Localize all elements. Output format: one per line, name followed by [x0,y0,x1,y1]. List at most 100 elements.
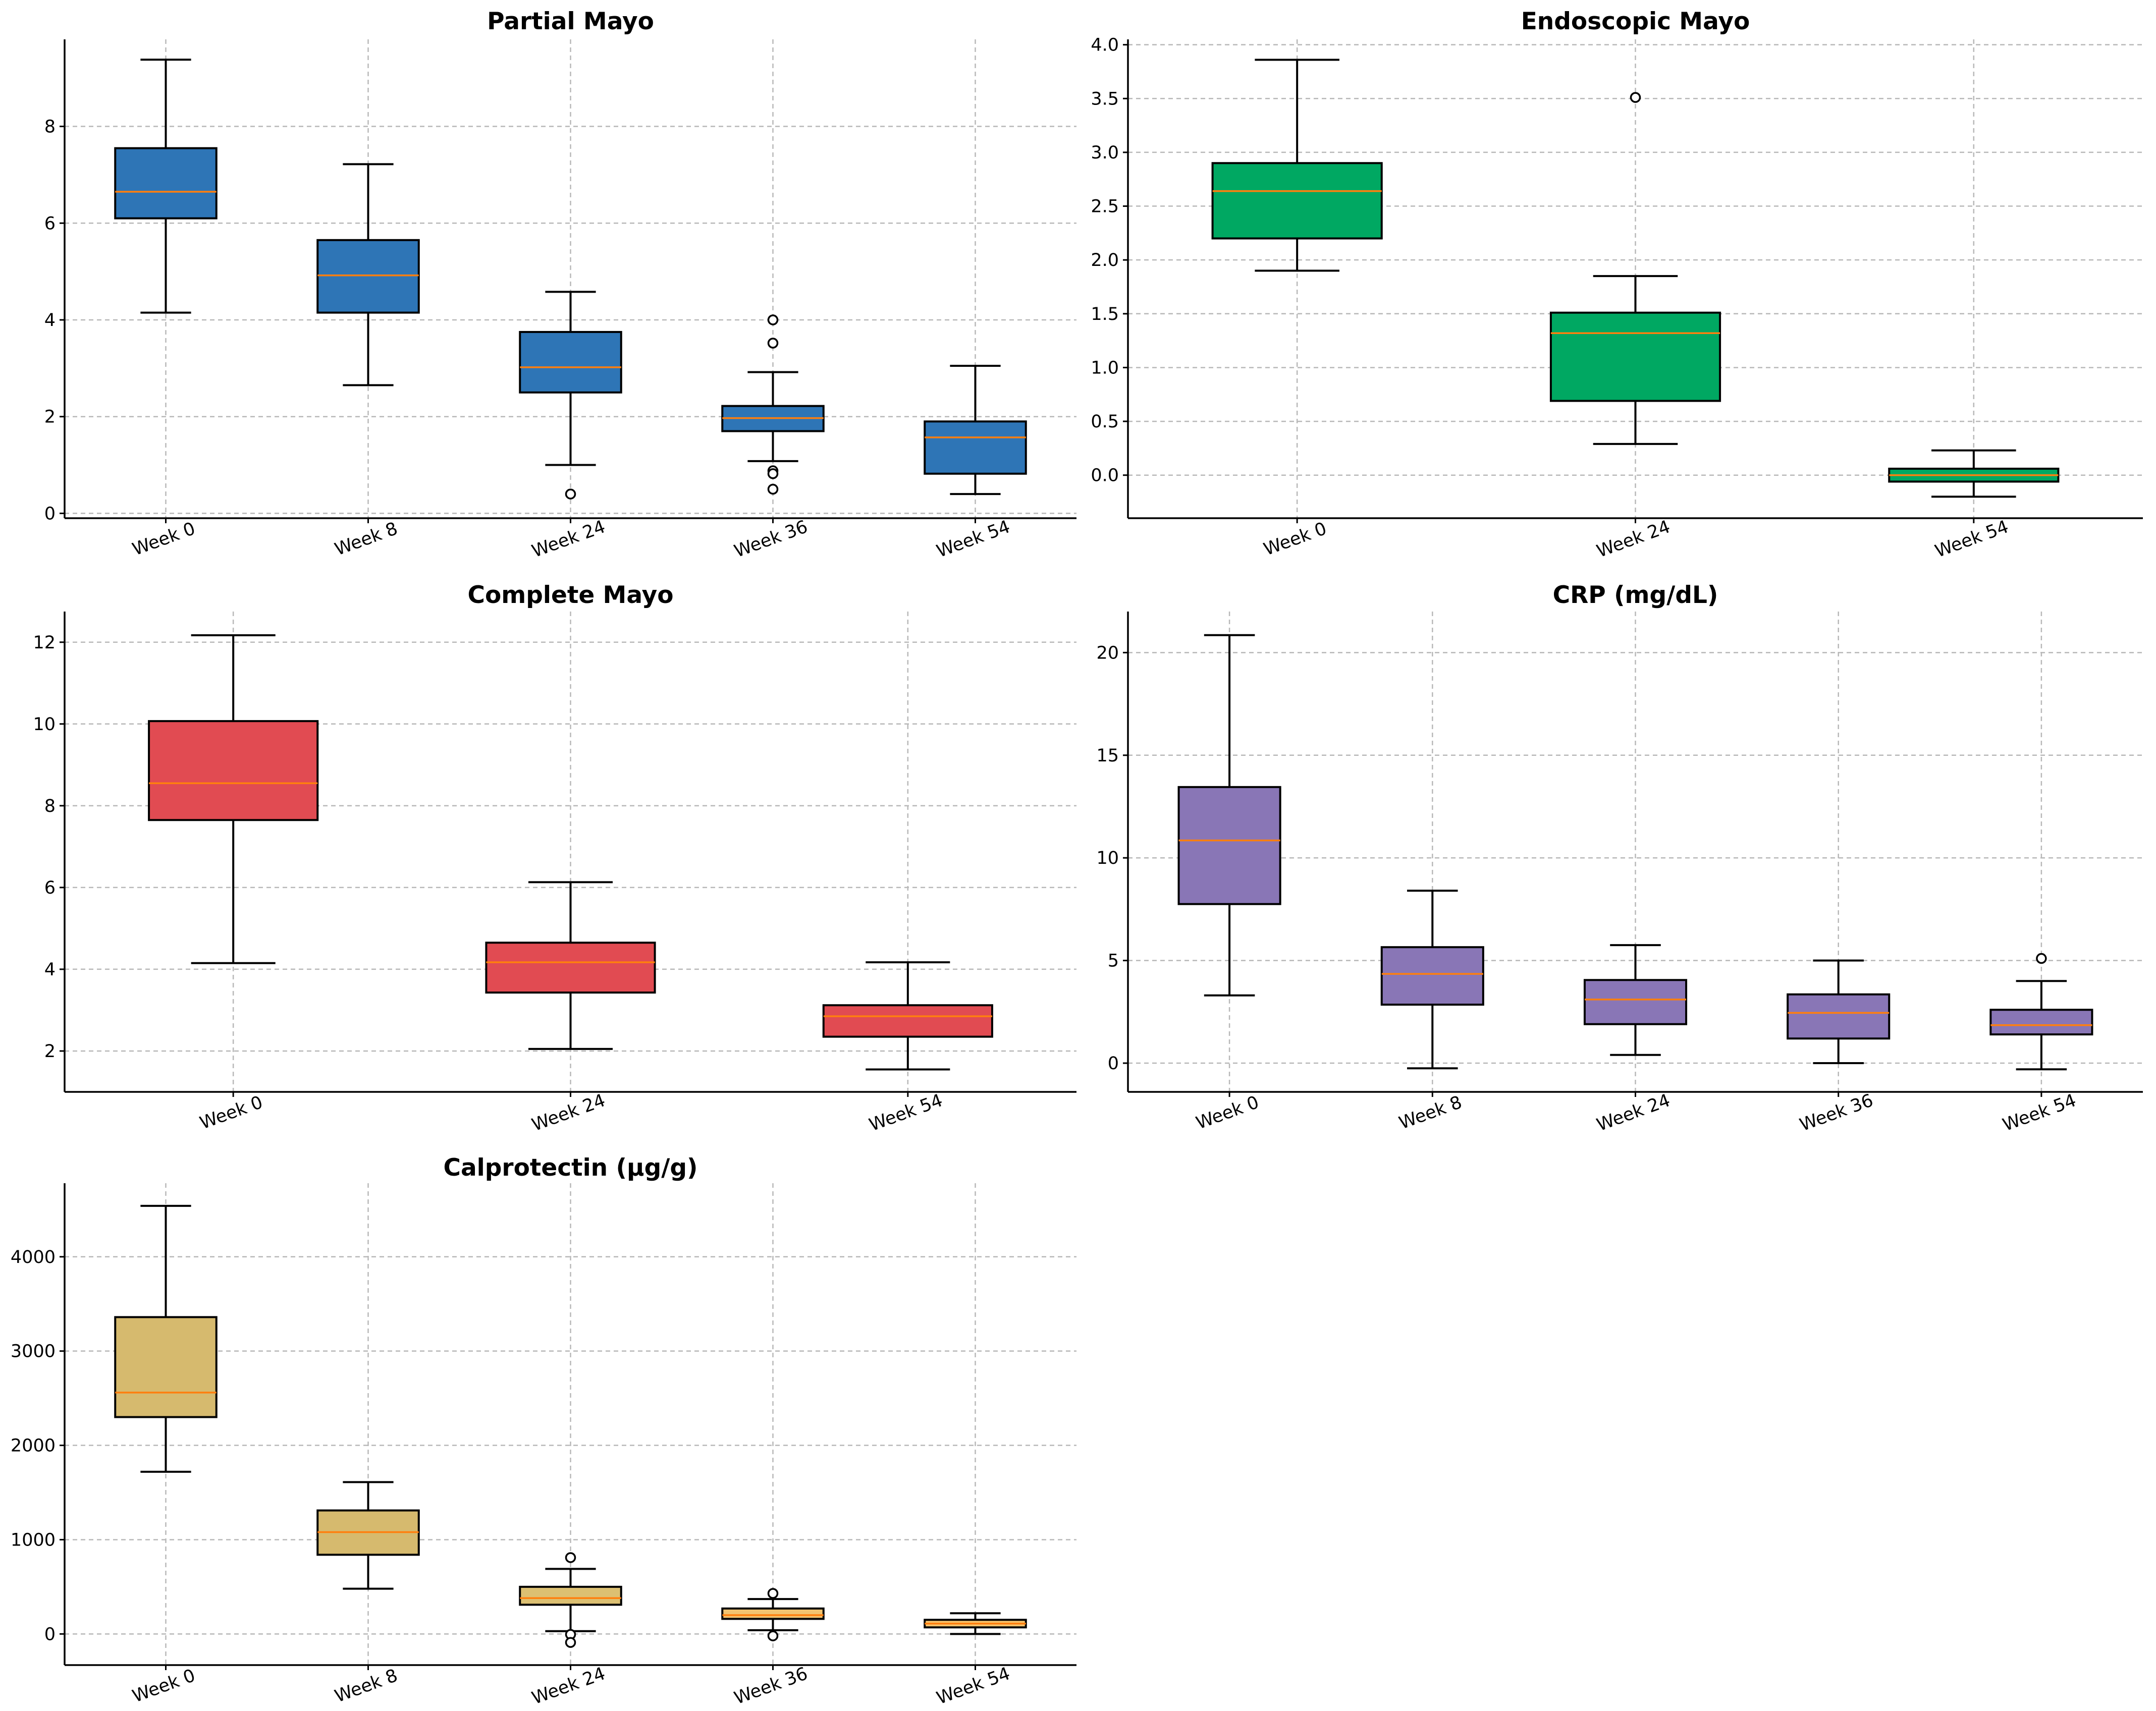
box-plot-week-8 [316,163,420,387]
iqr-box [1549,311,1721,402]
y-tick-label: 0.0 [1091,466,1119,486]
y-tick-label: 2 [44,1041,56,1062]
y-tick-label: 15 [1096,746,1119,766]
outlier-point [767,468,779,479]
outlier-point [1630,92,1641,103]
box-plot-week-24 [1583,944,1688,1056]
iqr-box [519,1585,622,1606]
iqr-box [1211,162,1383,240]
x-tick-label: Week 36 [732,1664,811,1708]
outlier-point [767,314,779,325]
iqr-box [519,330,622,394]
box-plot-week-36 [721,314,825,495]
x-tick-label: Week 8 [1396,1092,1465,1134]
iqr-box [1787,993,1891,1040]
iqr-box [924,420,1027,475]
iqr-box [114,147,218,219]
outlier-point [565,1552,576,1563]
y-tick-label: 20 [1096,643,1119,663]
box-plot-week-0 [114,59,218,314]
y-tick-label: 3000 [11,1342,56,1362]
panel-title: Calprotectin (µg/g) [443,1154,697,1182]
x-tick-label: Week 54 [934,1664,1013,1708]
outlier-point [767,1588,779,1599]
panel-title: Partial Mayo [487,8,654,35]
panel-endoscopic-mayo: Endoscopic Mayo 0.0 0.5 1.0 1.5 2.0 2.5 3.0 3.5… [1091,8,2143,562]
x-tick-label: Week 36 [1797,1090,1876,1135]
y-tick-label: 12 [33,633,56,653]
y-tick-label: 5 [1108,951,1119,971]
y-tick-label: 4.0 [1091,35,1119,56]
box-plot-week-24 [519,1552,622,1648]
outlier-point [767,338,779,349]
iqr-box [1177,786,1281,905]
y-tick-label: 8 [44,796,56,816]
box-plot-week-24 [519,291,622,500]
gridlines [65,1183,1076,1665]
box-plot-week-0 [1211,59,1383,272]
y-tick-label: 1.5 [1091,304,1119,324]
box-plot-week-36 [1787,959,1891,1065]
x-tick-label: Week 36 [732,517,811,562]
x-tick-label: Week 0 [1261,519,1329,560]
box-plot-week-54 [1989,953,2093,1071]
box-plot-week-0 [148,634,319,964]
box-plot-week-24 [1549,92,1721,445]
y-tick-label: 3.0 [1091,143,1119,163]
y-tick-label: 2 [44,407,56,427]
outlier-point [767,1630,779,1641]
box-plot-week-54 [924,365,1027,495]
panel-crp: CRP (mg/dL) 0 5 10 15 20 Week 0 Week 8 Week 24 W… [1096,581,2143,1135]
x-tick-label: Week 54 [867,1090,945,1135]
panel-complete-mayo: Complete Mayo 2 4 6 8 10 12 Week 0 Week 24 Week … [33,581,1076,1135]
iqr-box [485,942,656,994]
box-plot-week-8 [316,1481,420,1590]
box-plot-week-54 [924,1612,1027,1635]
outlier-point [565,1637,576,1648]
y-tick-label: 0 [44,1624,56,1644]
y-tick-label: 10 [33,714,56,735]
iqr-box [1989,1009,2093,1036]
iqr-box [1380,946,1484,1006]
x-tick-label: Week 0 [130,1666,198,1707]
y-tick-label: 0 [1108,1054,1119,1074]
y-tick-label: 10 [1096,848,1119,868]
iqr-box [822,1004,993,1038]
panel-title: Endoscopic Mayo [1521,8,1750,35]
y-tick-label: 0.5 [1091,412,1119,432]
box-plot-week-54 [822,961,993,1071]
x-tick-label: Week 0 [1194,1092,1262,1134]
x-tick-label: Week 24 [529,1090,608,1135]
box-plot-week-8 [1380,890,1484,1070]
x-tick-label: Week 24 [529,1664,608,1708]
x-tick-label: Week 54 [1932,517,2011,562]
y-tick-label: 3.5 [1091,89,1119,109]
iqr-box [316,239,420,314]
outlier-point [2036,953,2047,964]
x-tick-label: Week 54 [2000,1090,2079,1135]
y-tick-label: 6 [44,213,56,234]
iqr-box [721,1607,825,1620]
panel-title: CRP (mg/dL) [1553,581,1718,609]
y-tick-label: 4000 [11,1247,56,1267]
x-tick-label: Week 24 [529,517,608,562]
y-tick-label: 6 [44,878,56,898]
y-tick-label: 8 [44,117,56,137]
x-tick-label: Week 24 [1594,517,1673,562]
box-plot-week-36 [721,1588,825,1641]
iqr-box [114,1316,218,1418]
box-plot-week-0 [1177,634,1281,997]
x-tick-label: Week 54 [934,517,1013,562]
y-tick-label: 2.0 [1091,250,1119,270]
y-tick-label: 4 [44,960,56,980]
iqr-box [148,720,319,821]
box-plot-week-0 [114,1204,218,1473]
panel-partial-mayo: Partial Mayo 0 2 4 6 8 Week 0 Week 8 Week 24 Wee… [44,8,1076,562]
y-tick-label: 2.5 [1091,197,1119,217]
box-plot-week-54 [1888,449,2060,498]
panel-title: Complete Mayo [467,581,673,609]
y-tick-label: 1.0 [1091,358,1119,378]
outlier-point [565,488,576,500]
y-tick-label: 4 [44,310,56,330]
